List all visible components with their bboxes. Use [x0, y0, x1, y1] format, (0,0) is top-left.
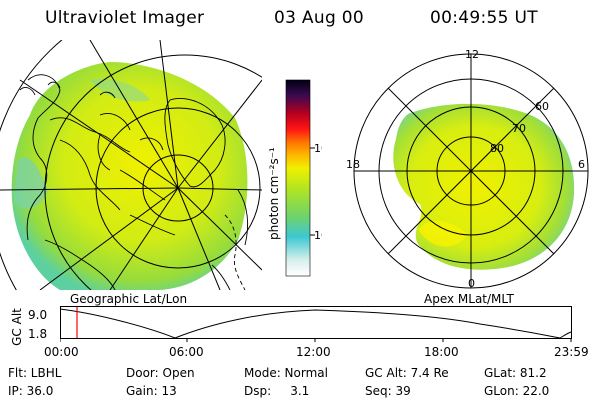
altitude-xtick-1800: 18:00: [424, 345, 459, 359]
lat-label-80: 80: [490, 142, 504, 155]
mlt-label-6: 6: [578, 158, 585, 171]
info-gain: Gain: 13: [126, 384, 177, 398]
colorbar-tick-10: 10: [314, 229, 322, 242]
lat-label-70: 70: [512, 122, 526, 135]
apex-panel-label: Apex MLat/MLT: [424, 292, 514, 306]
colorbar: 100 10 photon cm⁻²s⁻¹: [267, 79, 322, 277]
geographic-panel-label: Geographic Lat/Lon: [70, 292, 188, 306]
info-dsp: Dsp: 3.1: [244, 384, 310, 398]
altitude-xtick-0000: 00:00: [44, 345, 79, 359]
altitude-ytick-low: 1.8: [28, 327, 48, 341]
geo-lat-circle-70: [95, 107, 261, 269]
info-filter: Flt: LBHL: [8, 366, 62, 380]
time-label: 00:49:55 UT: [430, 8, 538, 28]
info-ip: IP: 36.0: [8, 384, 54, 398]
apex-emission-blob: [393, 103, 575, 270]
altitude-xtick-1200: 12:00: [296, 345, 331, 359]
info-door: Door: Open: [126, 366, 195, 380]
instrument-title: Ultraviolet Imager: [45, 8, 205, 28]
info-glon: GLon: 22.0: [484, 384, 550, 398]
info-seq: Seq: 39: [365, 384, 411, 398]
altitude-xtick-0600: 06:00: [169, 345, 204, 359]
altitude-xtick-2359: 23:59: [554, 345, 589, 359]
altitude-ylabel: GC Alt: [10, 308, 24, 346]
altitude-plot: [60, 306, 572, 342]
apex-polar-plot: 12 18 6 0 60 70 80: [346, 48, 589, 290]
geographic-map: [0, 40, 262, 290]
colorbar-unit-label: photon cm⁻²s⁻¹: [267, 147, 281, 240]
info-glat: GLat: 81.2: [484, 366, 547, 380]
mlt-label-12: 12: [465, 48, 479, 61]
info-mode: Mode: Normal: [244, 366, 328, 380]
date-label: 03 Aug 00: [274, 8, 364, 28]
mlt-label-0: 0: [468, 277, 475, 290]
colorbar-tick-100: 100: [314, 142, 322, 155]
mlt-label-18: 18: [346, 158, 360, 171]
geo-lat-circle-60: [44, 54, 262, 290]
lat-label-60: 60: [535, 100, 549, 113]
altitude-curve: [60, 308, 572, 339]
coastline-greenland: [164, 98, 226, 188]
colorbar-gradient: [285, 79, 311, 277]
info-gc-alt: GC Alt: 7.4 Re: [365, 366, 449, 380]
altitude-ytick-high: 9.0: [28, 308, 48, 322]
